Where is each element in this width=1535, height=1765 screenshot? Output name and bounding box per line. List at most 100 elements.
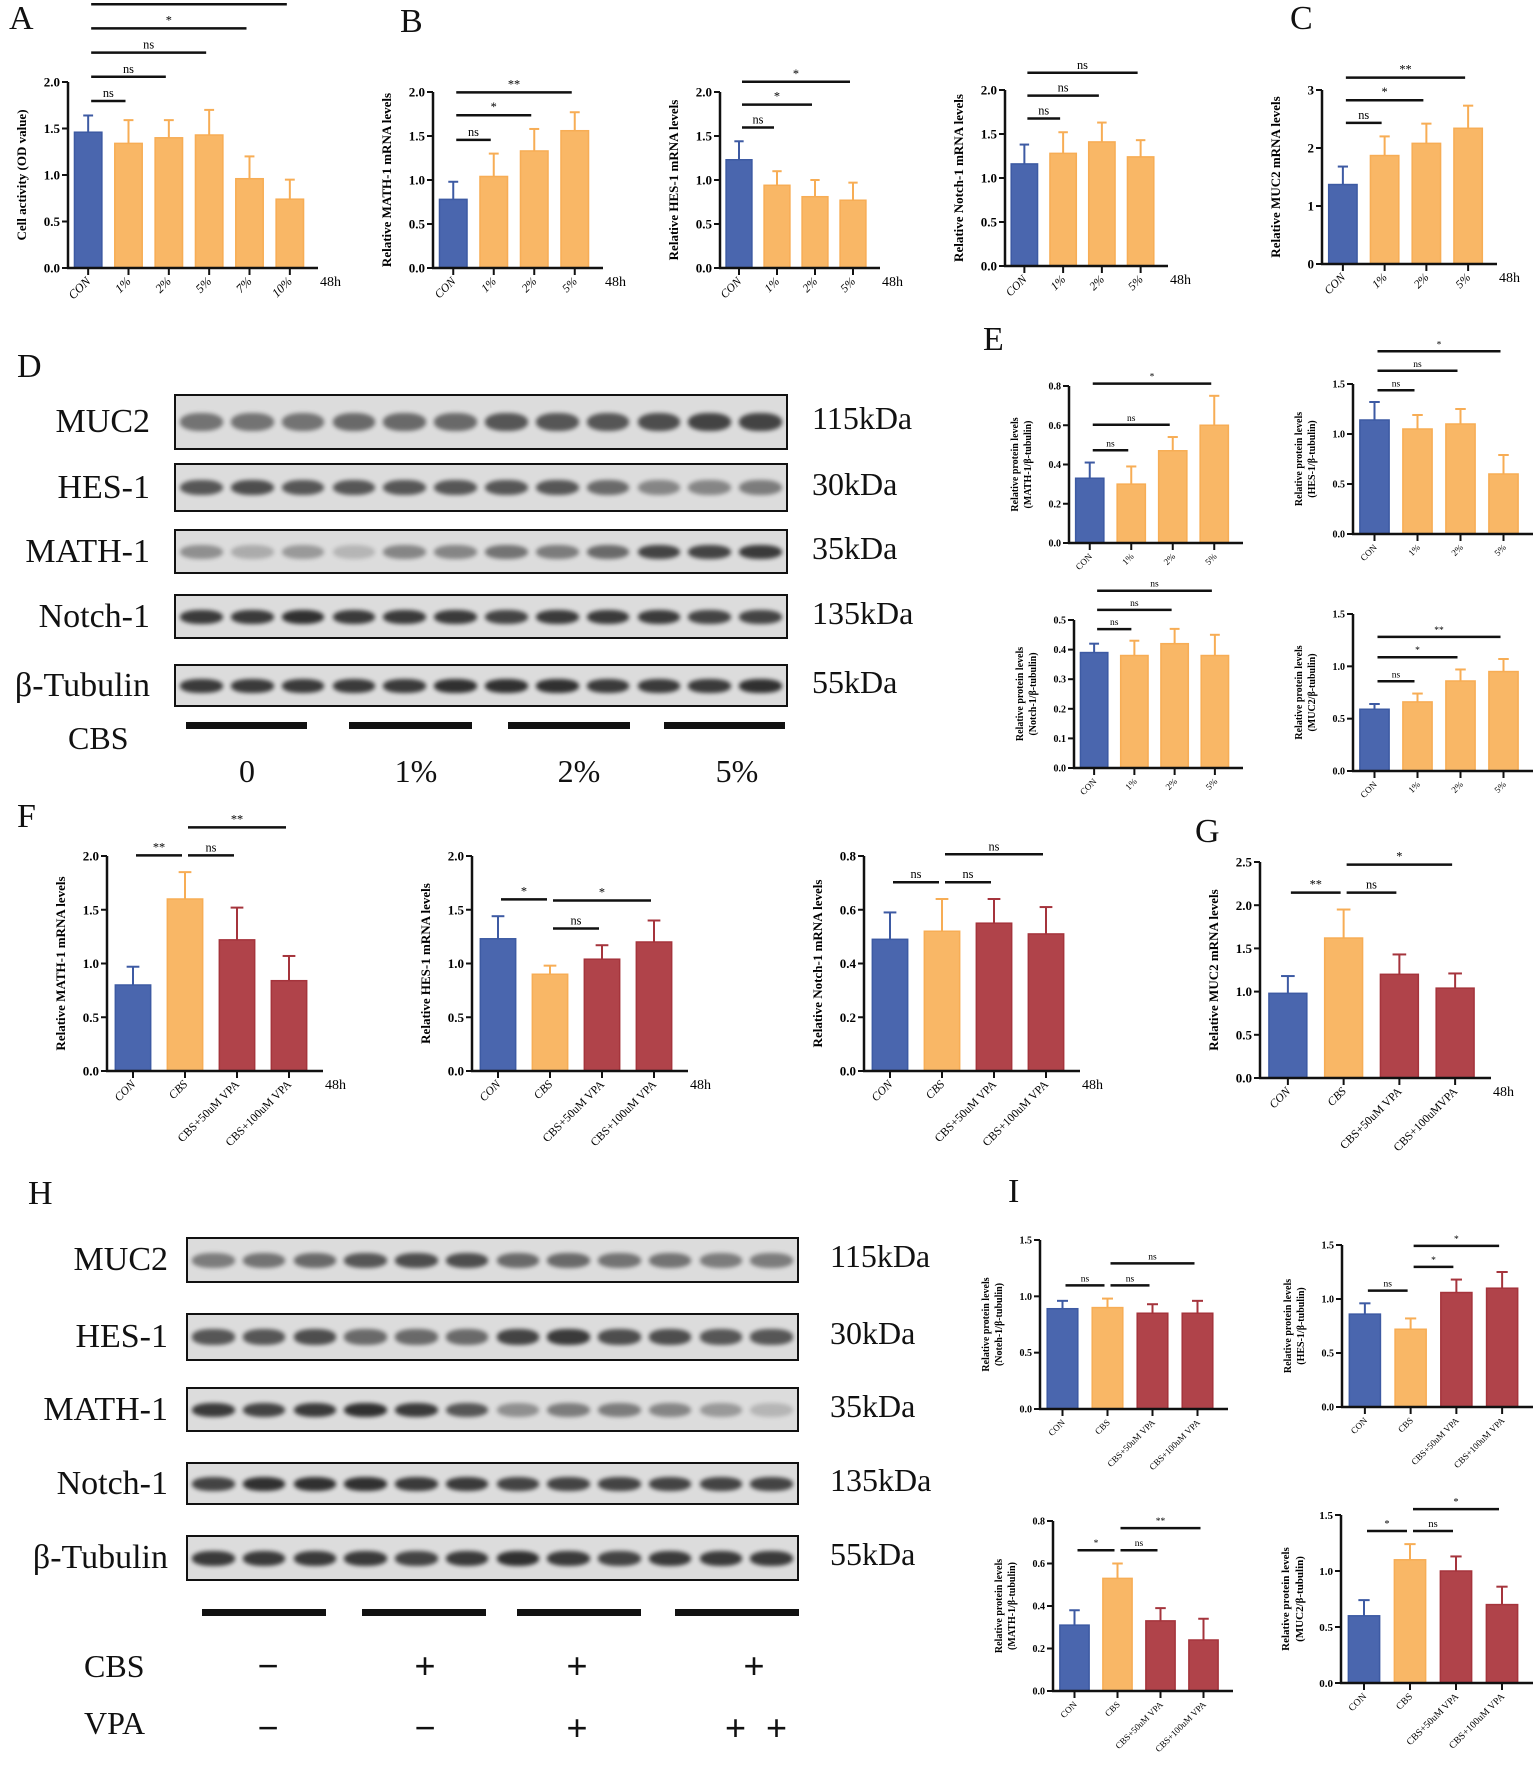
bar: [871, 938, 909, 1072]
protein-band: [230, 544, 274, 559]
y-tick-label: 1.0: [1020, 1292, 1033, 1303]
y-tick-label: 0.1: [1054, 734, 1067, 745]
y-axis-label: (Noteh-1/β-tubulin): [994, 1283, 1005, 1366]
significance-label: ns: [1106, 439, 1115, 449]
molecular-weight-label: 30kDa: [812, 465, 898, 502]
protein-band: [485, 609, 528, 624]
x-tick-label: CBS: [1396, 1415, 1415, 1434]
bar: [1402, 701, 1433, 772]
bar: [923, 930, 961, 1072]
y-axis-label: Relative protein levels: [1294, 645, 1305, 739]
bar: [1327, 183, 1358, 265]
y-axis-label: (MUC2/β-tubulin): [1307, 653, 1318, 731]
x-tick-label: CON: [1358, 779, 1379, 800]
panel-label-g: G: [1195, 813, 1220, 850]
x-tick-label: CON: [1358, 542, 1379, 563]
bar: [275, 198, 305, 269]
significance-label: ns: [1384, 1280, 1393, 1290]
blot-strip-muc2: [174, 394, 788, 450]
protein-band: [535, 609, 579, 624]
y-tick-label: 0.0: [1020, 1405, 1033, 1416]
group-bar: [186, 722, 307, 729]
y-tick-label: 2.5: [1236, 855, 1253, 870]
protein-band: [293, 1252, 337, 1268]
x-tick-label: 10%: [269, 274, 295, 300]
group-bar: [508, 722, 630, 729]
significance-label: *: [1437, 340, 1442, 350]
time-label: 48h: [320, 275, 341, 290]
protein-band: [598, 1550, 641, 1566]
bar: [1379, 973, 1420, 1079]
y-tick-label: 0.5: [1020, 1348, 1033, 1359]
x-tick-label: 7%: [233, 274, 255, 296]
y-tick-label: 0.4: [1054, 645, 1067, 656]
protein-band: [192, 1550, 235, 1566]
protein-band: [699, 1252, 743, 1268]
y-axis-label: Relative MUC2 mRNA levels: [1268, 96, 1283, 257]
protein-band: [230, 609, 274, 624]
protein-band: [344, 1550, 387, 1566]
cbs-sign: −: [257, 1645, 279, 1686]
significance-label: ns: [989, 839, 1000, 853]
y-tick-label: 1.0: [1322, 1295, 1335, 1306]
x-tick-label: CBS: [1394, 1691, 1415, 1712]
y-tick-label: 2.0: [409, 85, 425, 100]
protein-band: [496, 1329, 540, 1345]
x-tick-label: CBS+50uM VPA: [1105, 1417, 1157, 1469]
chart-svg: 0.0 0.5 1.0 1.5 2.0 CON 1% 2% 5% 48h Relative Notc…: [951, 58, 1191, 299]
y-tick-label: 0.5: [1054, 616, 1067, 627]
y-tick-label: 1.5: [1236, 941, 1253, 956]
chart-i-notch1-protein: 0.0 0.5 1.0 1.5 CON CBS CBS+50uM VPA CBS+100uM …: [970, 1210, 1230, 1472]
y-axis-label: Relative MATH-1 mRNA levels: [53, 876, 68, 1050]
significance-label: ns: [1392, 670, 1401, 680]
y-axis-label: (MATH-1/β-tubulin): [1007, 1562, 1018, 1650]
protein-band: [586, 412, 630, 431]
bar: [166, 898, 204, 1072]
x-tick-label: CON: [1046, 1417, 1067, 1438]
bar: [1488, 473, 1519, 535]
y-tick-label: 2.0: [448, 849, 464, 864]
bar: [1359, 708, 1390, 772]
protein-band: [242, 1402, 286, 1417]
bar: [114, 984, 152, 1072]
bar: [1181, 1312, 1214, 1410]
panel-label-i: I: [1008, 1173, 1020, 1210]
x-tick-label: 2%: [1162, 551, 1178, 567]
protein-band: [598, 1329, 641, 1345]
y-axis-label: Relative MUC2 mRNA levels: [1206, 889, 1221, 1050]
significance-label: ns: [1366, 878, 1377, 892]
protein-band: [496, 1550, 540, 1566]
blot-strip-math-1: [174, 529, 788, 574]
protein-band: [648, 1329, 692, 1345]
bar: [1440, 1291, 1473, 1408]
bar: [1200, 654, 1230, 769]
protein-band: [192, 1252, 235, 1268]
protein-band: [485, 544, 528, 559]
bar: [1359, 419, 1390, 535]
protein-band: [699, 1476, 743, 1491]
molecular-weight-label: 30kDa: [830, 1315, 916, 1351]
y-tick-label: 2.0: [981, 83, 997, 98]
significance-label: *: [1415, 646, 1420, 656]
bar: [1323, 937, 1364, 1079]
y-tick-label: 0.2: [1033, 1644, 1046, 1655]
x-tick-label: 5%: [1453, 271, 1473, 291]
molecular-weight-label: 35kDa: [830, 1387, 916, 1424]
significance-label: *: [1396, 850, 1402, 864]
y-tick-label: 0.0: [1333, 530, 1346, 541]
bar: [1116, 483, 1147, 544]
significance-label: *: [166, 13, 172, 27]
vpa-label: VPA: [84, 1705, 146, 1741]
significance-label: ns: [1413, 360, 1422, 370]
x-tick-label: CON: [1267, 1084, 1294, 1111]
chart-i-muc2-protein: 0.0 0.5 1.0 1.5 CON CBS CBS+50uM VPA CBS+100uM …: [1272, 1480, 1533, 1751]
y-tick-label: 0.0: [1322, 1403, 1335, 1414]
y-tick-label: 0.5: [1236, 1027, 1253, 1042]
bar: [1087, 141, 1116, 267]
x-tick-label: CON: [869, 1077, 896, 1104]
significance-label: ns: [1110, 618, 1119, 628]
chart-b-hes1-mrna: 0.0 0.5 1.0 1.5 2.0 CON 1% 2% 5% 48h Relative HES-…: [652, 0, 907, 310]
significance-label: ns: [123, 62, 134, 76]
protein-band: [598, 1476, 641, 1491]
bar: [1049, 152, 1078, 267]
